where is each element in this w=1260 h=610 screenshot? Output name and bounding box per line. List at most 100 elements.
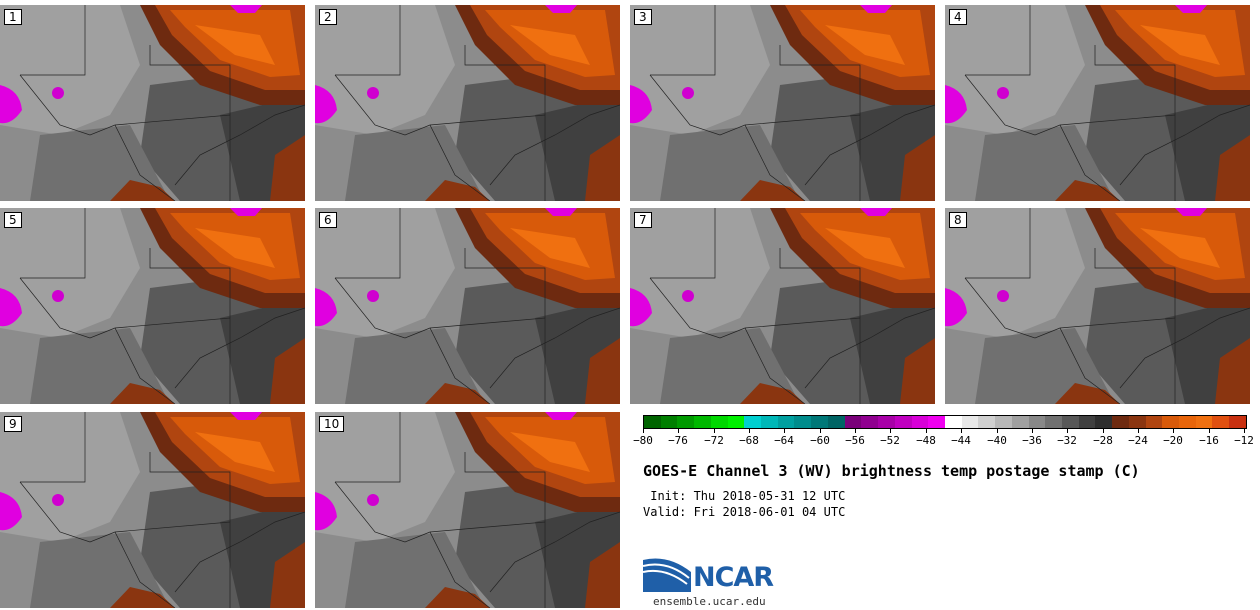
colorbar-ticks: −80 −76 −72 −68 −64 −60 −56 −52 −48 −44 −40 −36 −32 −… <box>633 428 1254 450</box>
colorbar-swatch <box>794 416 812 428</box>
init-time: Init: Thu 2018-05-31 12 UTC <box>643 489 846 503</box>
stamp-number: 2 <box>319 9 337 25</box>
stamp-number: 3 <box>634 9 652 25</box>
colorbar-swatch <box>861 416 879 428</box>
colorbar-tick <box>1032 428 1033 433</box>
colorbar-tick-label: −80 <box>633 434 653 447</box>
colorbar-tick-label: −16 <box>1199 434 1219 447</box>
colorbar-swatch <box>928 416 945 428</box>
colorbar-tick <box>784 428 785 433</box>
ncar-logo-icon <box>643 558 691 592</box>
colorbar-tick-label: −28 <box>1093 434 1113 447</box>
colorbar-swatch <box>878 416 895 428</box>
colorbar-swatch <box>894 416 912 428</box>
stamp-panel-10: 10 <box>315 412 620 608</box>
colorbar-swatch <box>1011 416 1029 428</box>
stamp-number: 8 <box>949 212 967 228</box>
colorbar-tick <box>749 428 750 433</box>
colorbar-tick <box>961 428 962 433</box>
colorbar-tick-label: −76 <box>668 434 688 447</box>
colorbar-tick-label: −20 <box>1163 434 1183 447</box>
stamp-panel-6: 6 <box>315 208 620 404</box>
stamp-panel-8: 8 <box>945 208 1250 404</box>
colorbar-swatch <box>660 416 678 428</box>
colorbar-tick-label: −36 <box>1022 434 1042 447</box>
colorbar-tick <box>643 428 644 433</box>
colorbar-swatch <box>727 416 745 428</box>
colorbar-tick <box>1244 428 1245 433</box>
stamp-panel-4: 4 <box>945 5 1250 201</box>
colorbar-tick <box>855 428 856 433</box>
stamp-number: 10 <box>319 416 345 432</box>
colorbar-swatch <box>677 416 695 428</box>
colorbar-swatch <box>744 416 762 428</box>
stamp-number: 7 <box>634 212 652 228</box>
map-image <box>0 208 305 404</box>
colorbar-tick <box>1209 428 1210 433</box>
map-image <box>0 412 305 608</box>
colorbar-tick <box>714 428 715 433</box>
colorbar <box>643 415 1247 429</box>
colorbar-swatch <box>761 416 778 428</box>
stamp-panel-2: 2 <box>315 5 620 201</box>
colorbar-tick-label: −72 <box>704 434 724 447</box>
logo-url: ensemble.ucar.edu <box>653 595 766 608</box>
colorbar-tick-label: −64 <box>774 434 794 447</box>
colorbar-swatch <box>1179 416 1196 428</box>
colorbar-tick-label: −48 <box>916 434 936 447</box>
colorbar-swatch <box>644 416 661 428</box>
colorbar-tick <box>1103 428 1104 433</box>
colorbar-tick-label: −24 <box>1128 434 1148 447</box>
colorbar-tick-label: −68 <box>739 434 759 447</box>
figure-title: GOES-E Channel 3 (WV) brightness temp po… <box>643 462 1140 480</box>
stamp-panel-5: 5 <box>0 208 305 404</box>
colorbar-tick-label: −44 <box>951 434 971 447</box>
map-image <box>630 5 935 201</box>
colorbar-tick-label: −32 <box>1057 434 1077 447</box>
colorbar-swatch <box>1112 416 1129 428</box>
stamp-number: 9 <box>4 416 22 432</box>
colorbar-swatch <box>777 416 795 428</box>
stamp-number: 5 <box>4 212 22 228</box>
map-image <box>630 208 935 404</box>
stamp-number: 4 <box>949 9 967 25</box>
map-image <box>945 5 1250 201</box>
colorbar-swatch <box>1028 416 1046 428</box>
colorbar-tick-label: −56 <box>845 434 865 447</box>
stamp-panel-1: 1 <box>0 5 305 201</box>
stamp-panel-7: 7 <box>630 208 935 404</box>
colorbar-swatch <box>1229 416 1246 428</box>
colorbar-tick <box>1173 428 1174 433</box>
colorbar-swatch <box>995 416 1012 428</box>
colorbar-swatch <box>944 416 962 428</box>
colorbar-tick <box>926 428 927 433</box>
colorbar-swatch <box>1128 416 1146 428</box>
map-image <box>315 208 620 404</box>
colorbar-tick-label: −12 <box>1234 434 1254 447</box>
map-image <box>315 5 620 201</box>
colorbar-tick-label: −40 <box>987 434 1007 447</box>
colorbar-swatch <box>1162 416 1179 428</box>
colorbar-tick <box>997 428 998 433</box>
stamp-number: 1 <box>4 9 22 25</box>
colorbar-swatch <box>1045 416 1062 428</box>
colorbar-tick <box>890 428 891 433</box>
colorbar-swatch <box>1212 416 1230 428</box>
colorbar-swatch <box>1078 416 1096 428</box>
colorbar-swatch <box>844 416 862 428</box>
colorbar-tick <box>1138 428 1139 433</box>
colorbar-swatch <box>961 416 979 428</box>
stamp-number: 6 <box>319 212 337 228</box>
colorbar-tick <box>820 428 821 433</box>
colorbar-swatch <box>694 416 711 428</box>
colorbar-swatch <box>1145 416 1163 428</box>
colorbar-tick <box>678 428 679 433</box>
map-image <box>945 208 1250 404</box>
ncar-logo-text: NCAR <box>693 562 774 593</box>
colorbar-swatch <box>811 416 828 428</box>
colorbar-tick-label: −60 <box>810 434 830 447</box>
colorbar-swatch <box>978 416 996 428</box>
colorbar-tick <box>1067 428 1068 433</box>
stamp-panel-3: 3 <box>630 5 935 201</box>
colorbar-swatch <box>911 416 929 428</box>
